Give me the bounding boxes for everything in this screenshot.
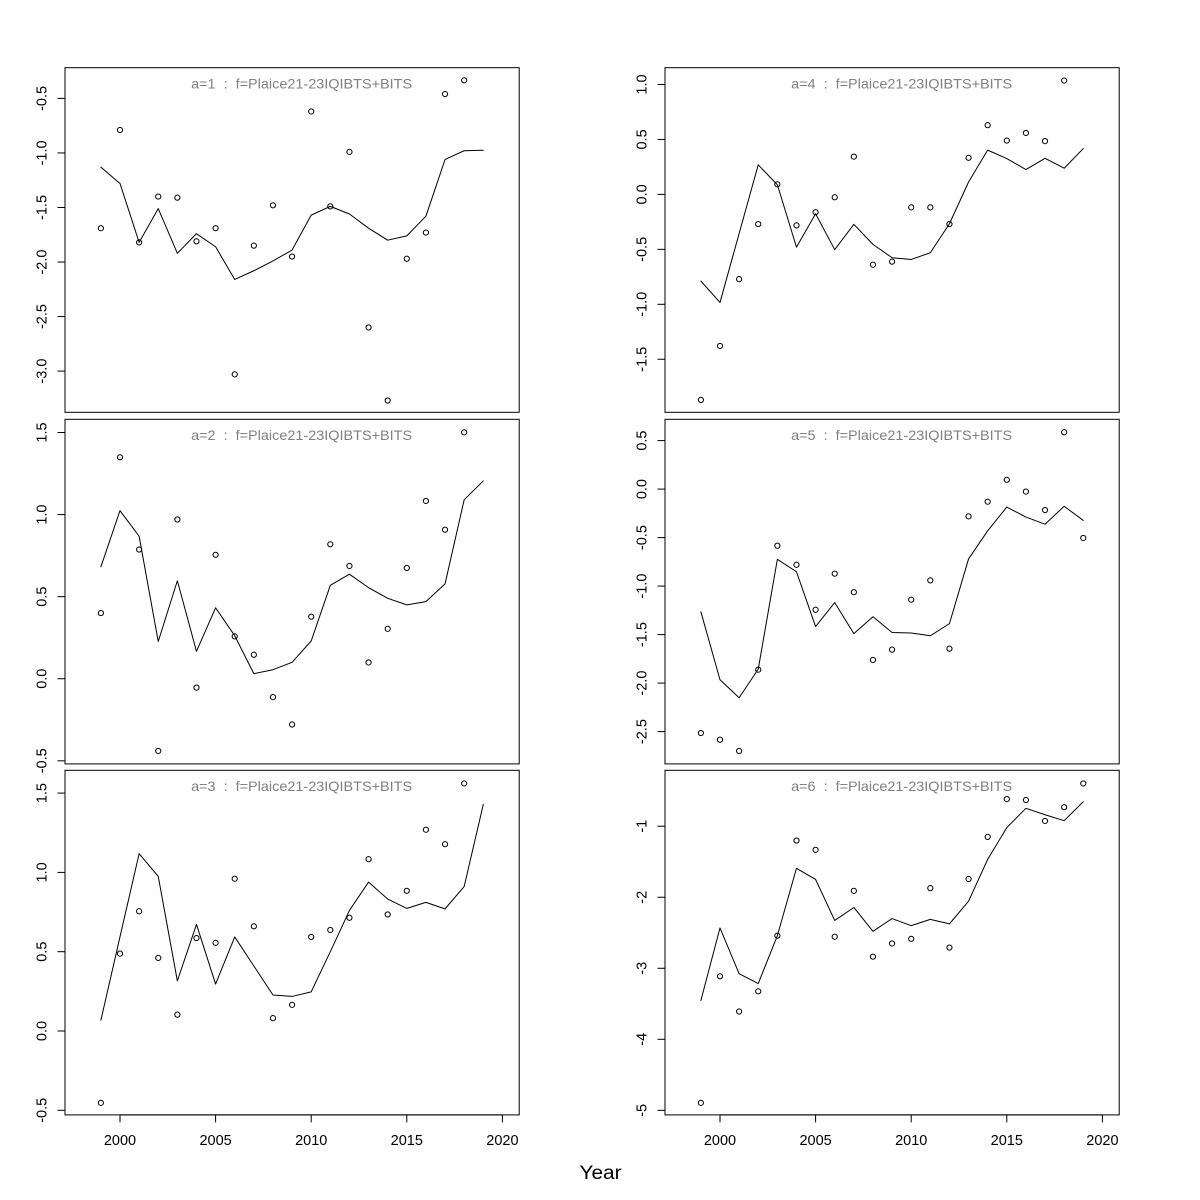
svg-text:0.5: 0.5 — [35, 587, 51, 607]
svg-text:1.0: 1.0 — [35, 504, 51, 524]
svg-text:0.5: 0.5 — [635, 431, 651, 451]
svg-text:-1.5: -1.5 — [35, 195, 51, 220]
svg-text:2015: 2015 — [991, 1133, 1023, 1149]
svg-text:a=4 : f=Plaice21-23IQIBTS+BI: a=4 : f=Plaice21-23IQIBTS+BITS — [791, 76, 1012, 91]
svg-text:-3: -3 — [635, 962, 651, 975]
svg-text:a=5 : f=Plaice21-23IQIBTS+BI: a=5 : f=Plaice21-23IQIBTS+BITS — [791, 428, 1012, 443]
svg-text:-2.0: -2.0 — [635, 671, 651, 696]
svg-text:0.0: 0.0 — [35, 1021, 51, 1041]
svg-text:0.0: 0.0 — [635, 479, 651, 499]
svg-text:a=1 : f=Plaice21-23IQIBTS+BI: a=1 : f=Plaice21-23IQIBTS+BITS — [191, 76, 412, 91]
svg-text:2005: 2005 — [799, 1133, 831, 1149]
svg-text:1.5: 1.5 — [35, 422, 51, 442]
svg-text:0.0: 0.0 — [35, 669, 51, 689]
svg-text:1.0: 1.0 — [35, 862, 51, 882]
svg-text:2015: 2015 — [391, 1133, 423, 1149]
svg-text:Year: Year — [580, 1163, 623, 1184]
svg-text:-0.5: -0.5 — [635, 237, 651, 262]
svg-text:-1.5: -1.5 — [635, 347, 651, 372]
svg-text:-3.0: -3.0 — [35, 359, 51, 384]
svg-text:-1.0: -1.0 — [635, 292, 651, 317]
svg-text:-0.5: -0.5 — [35, 748, 51, 773]
svg-text:2010: 2010 — [895, 1133, 927, 1149]
svg-text:-2.0: -2.0 — [35, 250, 51, 275]
svg-text:-1: -1 — [635, 820, 651, 833]
svg-text:-0.5: -0.5 — [635, 525, 651, 550]
svg-text:-5: -5 — [635, 1104, 651, 1117]
svg-text:a=6 : f=Plaice21-23IQIBTS+BI: a=6 : f=Plaice21-23IQIBTS+BITS — [791, 779, 1012, 794]
svg-text:-0.5: -0.5 — [35, 1098, 51, 1123]
svg-text:2000: 2000 — [704, 1133, 736, 1149]
svg-text:-4: -4 — [635, 1033, 651, 1046]
svg-text:-1.5: -1.5 — [635, 622, 651, 647]
svg-text:1.5: 1.5 — [35, 783, 51, 803]
svg-text:2005: 2005 — [199, 1133, 231, 1149]
svg-text:-2.5: -2.5 — [35, 304, 51, 329]
svg-text:2000: 2000 — [104, 1133, 136, 1149]
svg-text:-0.5: -0.5 — [35, 86, 51, 111]
svg-text:0.0: 0.0 — [635, 184, 651, 204]
svg-text:0.5: 0.5 — [635, 129, 651, 149]
svg-text:-1.0: -1.0 — [35, 140, 51, 165]
svg-text:0.5: 0.5 — [35, 942, 51, 962]
svg-text:-2.5: -2.5 — [635, 719, 651, 744]
svg-text:2020: 2020 — [486, 1133, 518, 1149]
svg-text:-2: -2 — [635, 891, 651, 904]
svg-text:a=3 : f=Plaice21-23IQIBTS+BI: a=3 : f=Plaice21-23IQIBTS+BITS — [191, 779, 412, 794]
svg-text:1.0: 1.0 — [635, 74, 651, 94]
svg-text:-1.0: -1.0 — [635, 574, 651, 599]
svg-text:2020: 2020 — [1086, 1133, 1118, 1149]
svg-text:a=2 : f=Plaice21-23IQIBTS+BI: a=2 : f=Plaice21-23IQIBTS+BITS — [191, 428, 412, 443]
svg-text:2010: 2010 — [295, 1133, 327, 1149]
